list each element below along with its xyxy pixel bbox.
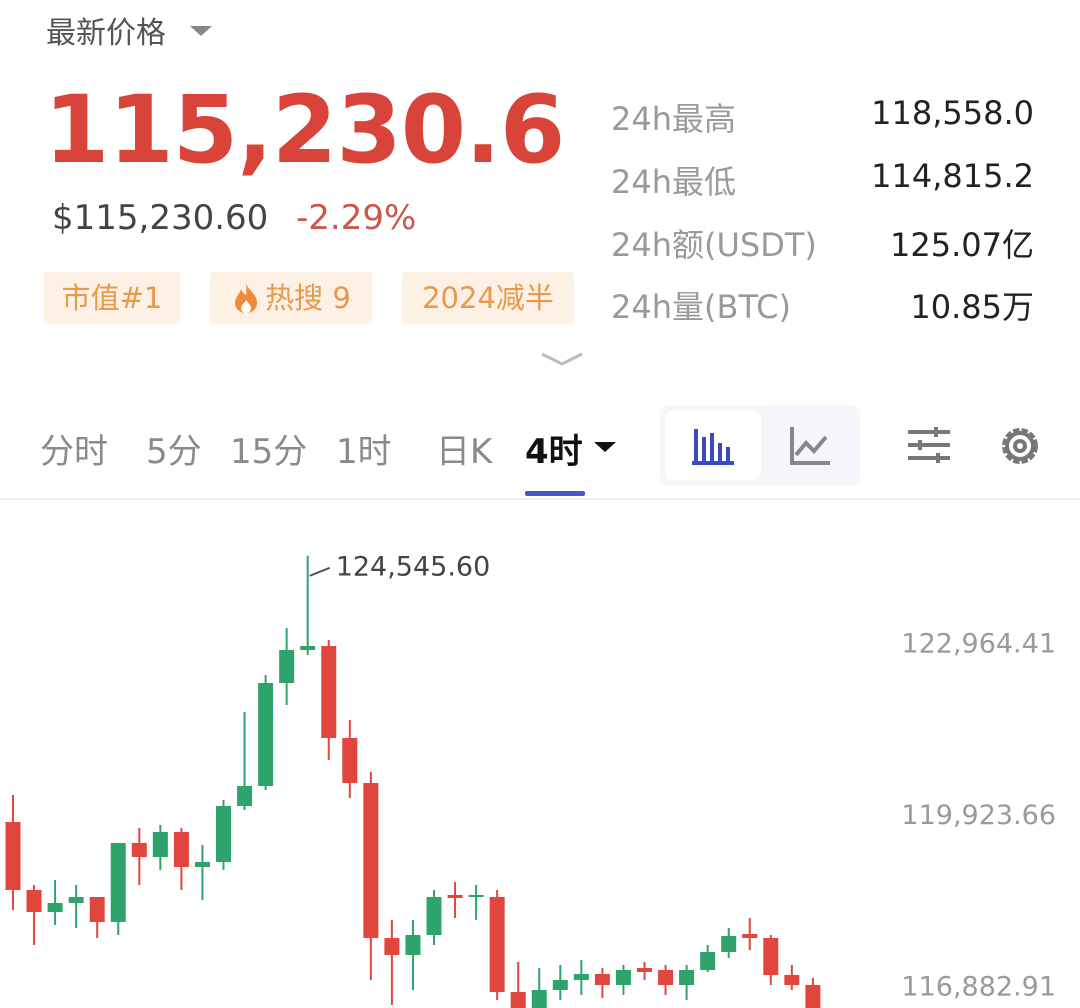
dropdown-icon[interactable] bbox=[188, 24, 214, 38]
candle-body bbox=[637, 968, 652, 973]
candle-body bbox=[447, 894, 463, 899]
stat-value: 118,558.0 bbox=[871, 94, 1034, 132]
candle-body bbox=[300, 646, 316, 651]
divider bbox=[0, 498, 1080, 500]
expand-chevron[interactable] bbox=[540, 350, 584, 370]
candle-body bbox=[552, 979, 568, 991]
candle-body bbox=[700, 951, 716, 970]
candle-body bbox=[5, 821, 21, 891]
y-tick-label: 122,964.41 bbox=[901, 628, 1056, 659]
candle-body bbox=[573, 973, 589, 980]
candle-body bbox=[68, 897, 84, 903]
candle-body bbox=[742, 934, 758, 939]
interval-tab[interactable]: 5分 bbox=[146, 432, 202, 472]
candle-body bbox=[363, 783, 379, 939]
candle-body bbox=[679, 969, 695, 985]
tag[interactable]: 2024减半 bbox=[402, 272, 574, 324]
candle-body bbox=[110, 842, 126, 922]
candle-body bbox=[89, 897, 105, 922]
y-tick-label: 116,882.91 bbox=[901, 971, 1056, 1002]
candle-body bbox=[489, 897, 505, 992]
interval-tab[interactable]: 1时 bbox=[336, 432, 392, 472]
candle-body bbox=[658, 969, 674, 985]
tag-text: 市值#1 bbox=[61, 281, 163, 315]
candle-body bbox=[258, 683, 274, 787]
candle-body bbox=[237, 786, 253, 806]
last-price: 115,230.6 bbox=[44, 76, 565, 185]
candle-body bbox=[216, 805, 231, 862]
candlestick-chart[interactable]: 116,882.91 119,923.66 122,964.41 124,545.60 bbox=[0, 500, 1080, 1008]
dropdown-icon[interactable] bbox=[592, 440, 618, 454]
stat-label: 24h最低 bbox=[611, 163, 737, 201]
settings-gear-icon[interactable] bbox=[998, 424, 1042, 468]
candle-body bbox=[194, 861, 210, 867]
candle-body bbox=[426, 897, 442, 936]
line-chart-icon[interactable] bbox=[788, 425, 832, 465]
candle-body bbox=[47, 902, 63, 913]
candle-body bbox=[784, 975, 800, 985]
interval-tab[interactable]: 15分 bbox=[230, 432, 308, 472]
price-type-title[interactable]: 最新价格 bbox=[46, 16, 166, 51]
active-tab-indicator bbox=[525, 491, 585, 496]
candle-body bbox=[594, 973, 610, 985]
usd-price: $115,230.60 bbox=[52, 198, 269, 238]
candle-body bbox=[721, 935, 737, 952]
candle-body bbox=[342, 738, 358, 784]
stat-label: 24h额(USDT) bbox=[611, 226, 817, 264]
candle-body bbox=[279, 650, 295, 684]
candle-body bbox=[615, 969, 631, 985]
interval-tab[interactable]: 日K bbox=[436, 432, 493, 472]
tag[interactable]: 市值#1 bbox=[44, 272, 180, 324]
y-tick-label: 119,923.66 bbox=[901, 800, 1056, 831]
candle-body bbox=[468, 894, 484, 898]
candle-body bbox=[805, 984, 821, 1008]
candle-body bbox=[531, 990, 547, 1008]
candle-body bbox=[763, 938, 779, 976]
candle-body bbox=[131, 842, 147, 858]
stat-label: 24h量(BTC) bbox=[611, 288, 791, 326]
stat-value: 114,815.2 bbox=[871, 157, 1034, 195]
candle-chart-icon[interactable] bbox=[690, 425, 736, 465]
tag-text: 2024减半 bbox=[422, 281, 554, 315]
flame-icon bbox=[235, 284, 258, 313]
candle-body bbox=[384, 938, 400, 955]
candle-body bbox=[173, 831, 189, 867]
interval-tab[interactable]: 分时 bbox=[40, 432, 108, 472]
interval-tab[interactable]: 4时 bbox=[525, 432, 583, 472]
stat-value: 10.85万 bbox=[910, 288, 1034, 326]
candle-body bbox=[321, 646, 337, 739]
candle-body bbox=[152, 831, 168, 858]
max-label: 124,545.60 bbox=[336, 551, 491, 582]
tag-text: 热搜 9 bbox=[265, 281, 351, 315]
price-change: -2.29% bbox=[296, 198, 417, 238]
stat-label: 24h最高 bbox=[611, 100, 737, 138]
indicator-settings-icon[interactable] bbox=[906, 426, 952, 464]
tag[interactable]: 热搜 9 bbox=[210, 272, 372, 324]
max-marker bbox=[309, 566, 331, 577]
candle-body bbox=[26, 890, 42, 913]
candle-body bbox=[510, 991, 526, 1008]
stat-value: 125.07亿 bbox=[890, 226, 1034, 264]
candle-body bbox=[405, 935, 421, 955]
